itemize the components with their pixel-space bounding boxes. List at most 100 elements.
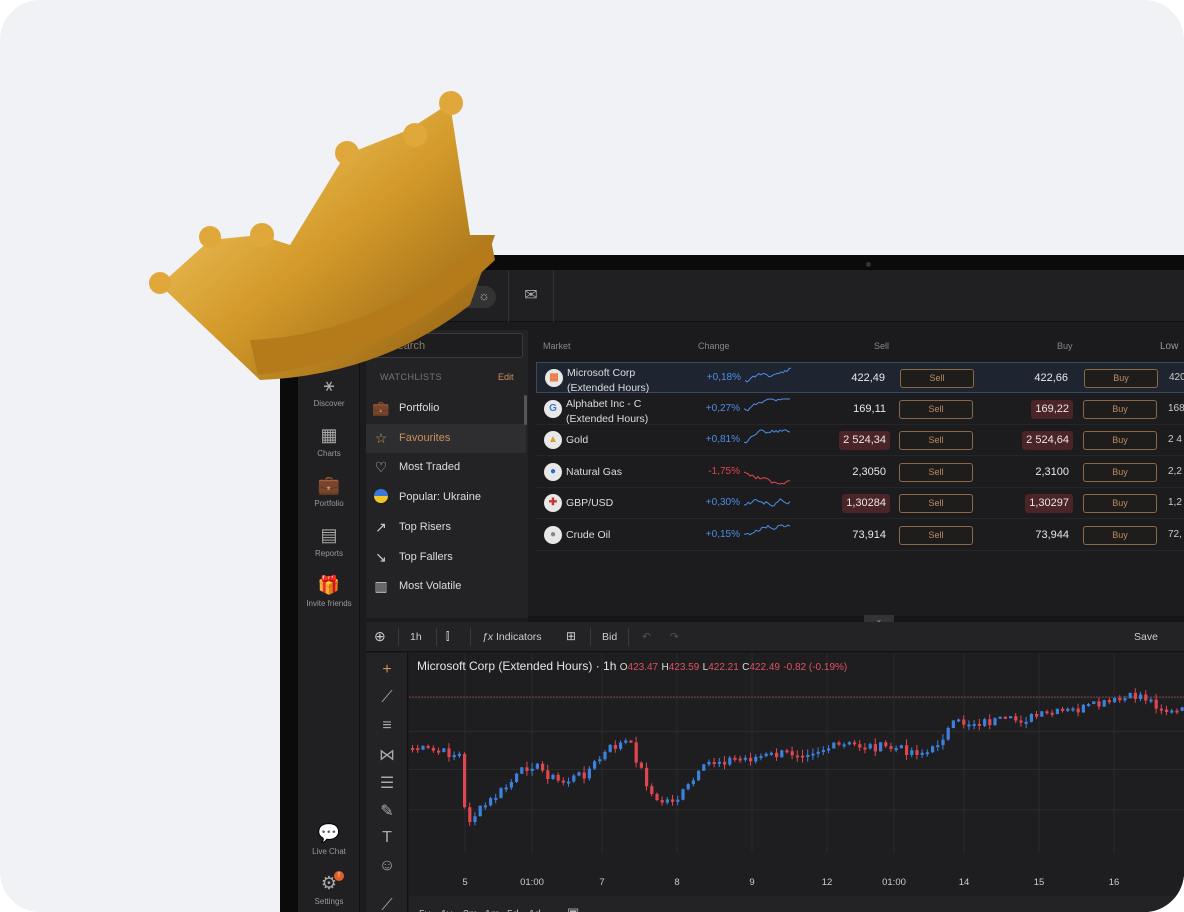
crosshair-icon[interactable]: + xyxy=(382,661,392,678)
candle xyxy=(707,761,711,765)
watchlist-item[interactable]: ↘ Top Fallers xyxy=(366,543,526,572)
sell-button[interactable]: Sell xyxy=(899,431,973,450)
edit-watchlists-link[interactable]: Edit xyxy=(498,372,514,382)
sparkline xyxy=(744,471,791,485)
search-input[interactable]: ⌕ Search xyxy=(372,333,523,358)
candle xyxy=(645,767,649,787)
buy-button[interactable]: Buy xyxy=(1084,369,1158,388)
range-button[interactable]: 5d xyxy=(507,908,519,912)
sell-button[interactable]: Sell xyxy=(899,462,973,482)
candle-type-icon[interactable]: ⫿ xyxy=(446,631,450,643)
add-icon[interactable]: ⊕ xyxy=(374,628,386,644)
buy-button[interactable]: Buy xyxy=(1083,431,1157,450)
mail-icon[interactable]: ✉ xyxy=(508,270,554,322)
high-label: H xyxy=(661,662,669,673)
save-button[interactable]: Save xyxy=(1134,631,1158,643)
layout-grid-icon[interactable]: ⊞ xyxy=(566,629,577,643)
table-row[interactable]: ● Crude Oil +0,15% 73,914 Sell 73,944 Bu… xyxy=(536,520,1184,551)
candle xyxy=(795,755,799,758)
watchlist-label: Top Risers xyxy=(399,520,451,533)
watchlist-item[interactable]: ▥ Most Volatile xyxy=(366,572,526,601)
sparkline xyxy=(744,498,791,507)
candle xyxy=(806,754,810,757)
candle xyxy=(1009,716,1013,719)
price-type-button[interactable]: Bid xyxy=(602,631,618,643)
table-row[interactable]: ● Natural Gas -1,75% 2,3050 Sell 2,3100 … xyxy=(536,457,1184,488)
buy-button[interactable]: Buy xyxy=(1083,494,1157,513)
range-button[interactable]: 1y xyxy=(441,908,452,912)
nav-invite-friends[interactable]: 🎁 Invite friends xyxy=(298,575,360,608)
redo-icon[interactable]: ↷ xyxy=(670,631,679,643)
candle xyxy=(847,742,851,745)
market-logo: ▲ xyxy=(544,431,562,449)
range-button[interactable]: 1m xyxy=(485,908,500,912)
sell-button[interactable]: Sell xyxy=(899,399,973,419)
range-button[interactable]: 5y xyxy=(419,908,430,912)
emoji-icon[interactable]: ☺ xyxy=(378,857,396,874)
watchlist-item[interactable]: 💼 Portfolio xyxy=(366,394,526,423)
buy-button[interactable]: Buy xyxy=(1083,525,1157,545)
watchlist-item[interactable]: ♡ Most Traded xyxy=(366,453,526,482)
watchlist-item[interactable]: ☆ Favourites xyxy=(366,423,526,453)
interval-button[interactable]: 1h xyxy=(410,631,422,643)
table-row[interactable]: ▲ Gold +0,81% 2 524,34 Sell 2 524,64 Buy… xyxy=(536,425,1184,456)
buy-button[interactable]: Buy xyxy=(1083,399,1157,419)
sell-price: 1,30284 xyxy=(842,494,890,513)
calendar-icon[interactable]: ▣ xyxy=(567,905,579,912)
candle xyxy=(582,772,586,779)
candle xyxy=(743,757,747,760)
header-buy[interactable]: Buy xyxy=(1057,341,1073,351)
ruler-icon[interactable]: ⟋ xyxy=(381,897,393,912)
nav-charts[interactable]: ▦ Charts xyxy=(298,425,360,458)
low-price: 1,2 xyxy=(1168,497,1182,508)
buy-button[interactable]: Buy xyxy=(1083,462,1157,482)
nav-live-chat[interactable]: 💬 Live Chat xyxy=(298,823,360,856)
watchlist-item[interactable]: Popular: Ukraine xyxy=(366,483,526,512)
nav-settings[interactable]: ⚙ Settings! xyxy=(298,871,360,906)
panel-divider[interactable] xyxy=(528,616,1184,622)
candle xyxy=(572,775,576,782)
sell-price: 2 524,34 xyxy=(839,431,890,450)
market-logo: ● xyxy=(544,525,562,544)
candle xyxy=(447,748,451,758)
text-icon[interactable]: T xyxy=(382,829,392,846)
nav-discover[interactable]: ⚹ Discover xyxy=(298,375,360,408)
candle xyxy=(697,770,701,781)
table-row[interactable]: G Alphabet Inc - C (Extended Hours) +0,27… xyxy=(536,394,1184,425)
nav-reports[interactable]: ▤ Reports xyxy=(298,525,360,558)
sell-button[interactable]: Sell xyxy=(900,369,974,388)
range-button[interactable]: 1d xyxy=(529,908,541,912)
parallel-lines-icon[interactable]: ≡ xyxy=(382,717,392,734)
pattern-icon[interactable]: ⋈ xyxy=(379,747,395,764)
candles-svg xyxy=(409,653,1184,853)
candle xyxy=(634,742,638,763)
table-row[interactable]: ▦ Microsoft Corp (Extended Hours) +0,18% … xyxy=(536,362,1184,394)
indicators-button[interactable]: ƒx Indicators xyxy=(482,631,542,643)
market-logo: ✚ xyxy=(544,494,562,512)
table-row[interactable]: ✚ GBP/USD +0,30% 1,30284 Sell 1,30297 Bu… xyxy=(536,488,1184,519)
nav-portfolio[interactable]: 💼 Portfolio xyxy=(298,475,360,508)
price-chart[interactable]: Microsoft Corp (Extended Hours) · 1h O42… xyxy=(409,653,1184,896)
range-button[interactable]: 3m xyxy=(463,908,478,912)
undo-icon[interactable]: ↶ xyxy=(642,631,651,643)
watchlist-item[interactable]: ↗ Top Risers xyxy=(366,513,526,542)
briefcase-icon: 💼 xyxy=(372,400,390,416)
buy-price: 1,30297 xyxy=(1025,494,1073,513)
candle xyxy=(868,744,872,749)
header-market[interactable]: Market xyxy=(543,341,571,351)
market-name: Gold xyxy=(566,434,589,446)
candle xyxy=(1113,698,1117,703)
chevron-down-icon[interactable]: ⌄ xyxy=(864,615,894,624)
brush-icon[interactable]: ✎ xyxy=(380,803,394,820)
sell-button[interactable]: Sell xyxy=(899,525,973,545)
header-sell[interactable]: Sell xyxy=(874,341,890,351)
candle xyxy=(1144,694,1148,701)
fib-icon[interactable]: ☰ xyxy=(379,775,395,792)
candle xyxy=(437,750,441,753)
sell-button[interactable]: Sell xyxy=(899,494,973,513)
scrollbar[interactable] xyxy=(524,395,527,425)
header-change[interactable]: Change xyxy=(698,341,730,351)
header-low[interactable]: Low xyxy=(1160,341,1179,352)
watchlist-label: Most Volatile xyxy=(399,580,462,593)
trend-line-icon[interactable]: ⟋ xyxy=(381,689,393,706)
